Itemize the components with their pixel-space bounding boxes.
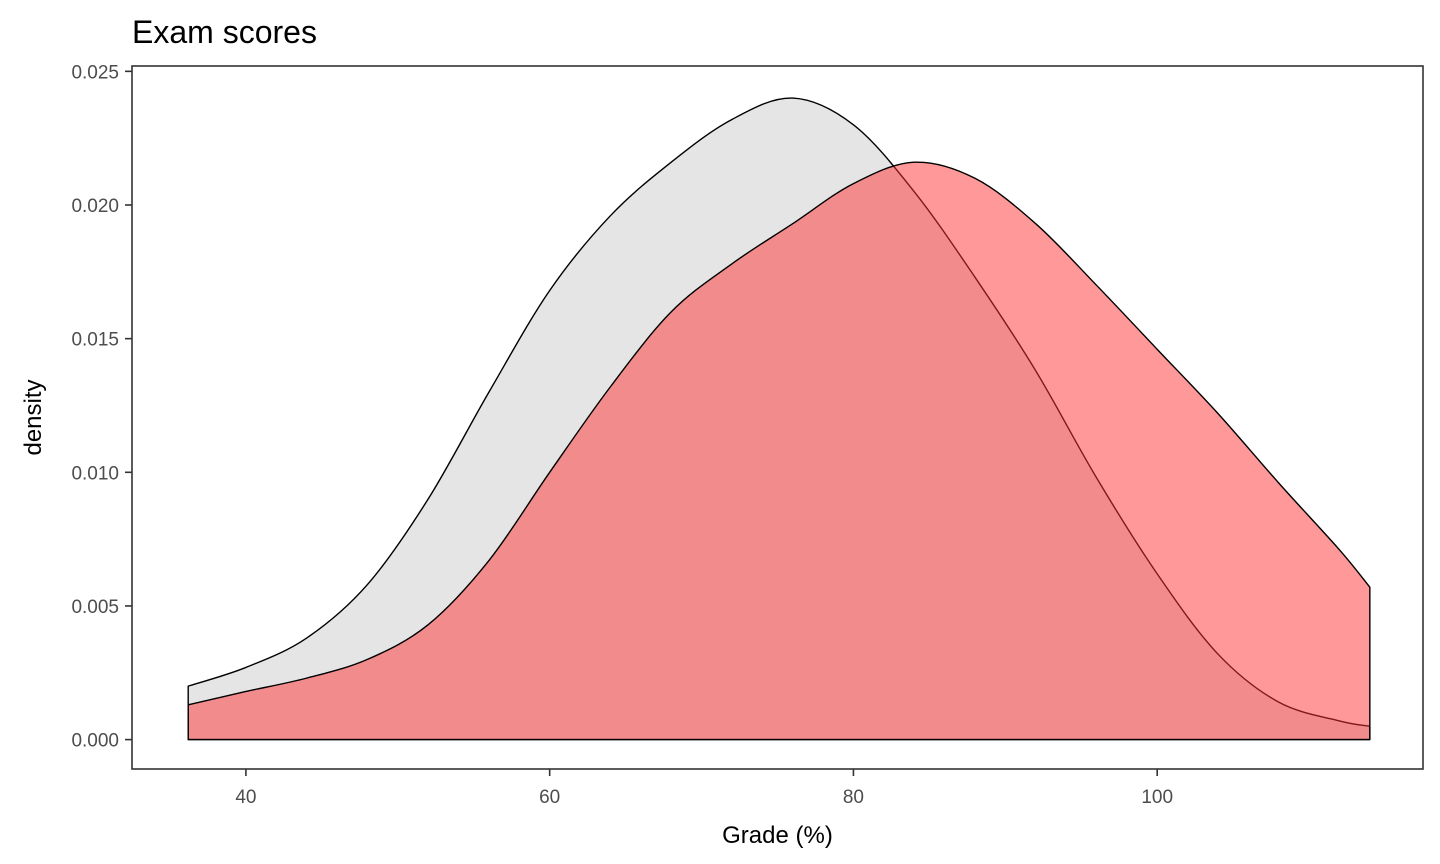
x-tick-label: 80: [843, 787, 864, 808]
y-tick-label: 0.000: [71, 731, 119, 752]
series-layer: [187, 97, 1371, 741]
x-axis-title: Grade (%): [722, 822, 833, 849]
y-axis-title: density: [20, 379, 47, 455]
y-tick-label: 0.025: [71, 62, 119, 83]
y-axis: 0.000 0.005 0.010 0.015 0.020 0.025: [71, 62, 132, 752]
x-axis: 40 60 80 100: [235, 769, 1173, 808]
density-area-series-2: [187, 161, 1371, 741]
y-tick-label: 0.015: [71, 330, 119, 351]
x-tick-label: 60: [539, 787, 560, 808]
x-tick-label: 100: [1141, 787, 1173, 808]
y-tick-label: 0.005: [71, 597, 119, 618]
x-tick-label: 40: [235, 787, 256, 808]
panel-border: [131, 65, 1424, 770]
y-tick-label: 0.020: [71, 196, 119, 217]
chart-title: Exam scores: [132, 14, 317, 50]
y-tick-label: 0.010: [71, 463, 119, 484]
